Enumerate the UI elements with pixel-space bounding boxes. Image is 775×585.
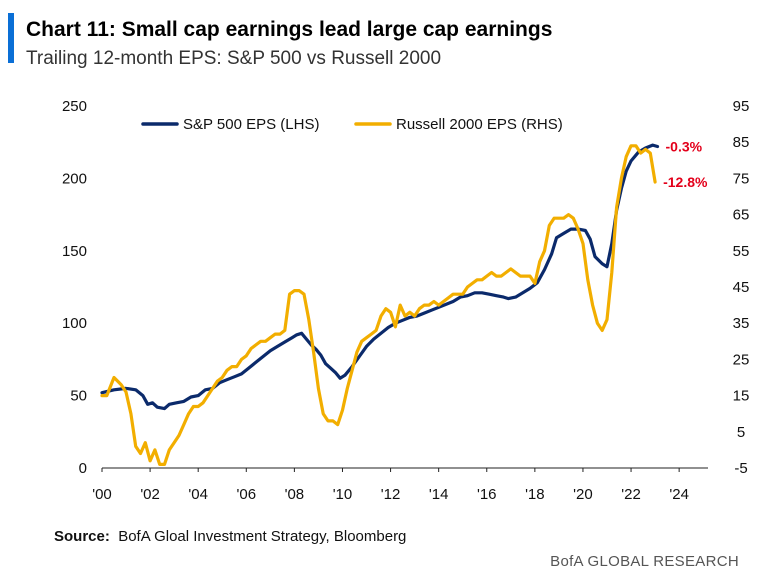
y-right-tick-label: 55 [733,243,750,260]
chart-title: Chart 11: Small cap earnings lead large … [26,18,553,41]
y-right-tick-label: 35 [733,315,750,332]
y-right-tick-label: 45 [733,279,750,296]
y-left-tick-label: 0 [79,460,87,477]
russell2000-eps-line [100,144,657,466]
y-left-tick-label: 200 [62,170,87,187]
source-note: Source: BofA Gloal Investment Strategy, … [54,528,406,545]
x-tick-label: '10 [333,486,353,503]
y-left-tick-label: 150 [62,243,87,260]
chart-subtitle: Trailing 12-month EPS: S&P 500 vs Russel… [26,48,442,69]
sp500-eps-line [100,143,660,411]
y-right-tick-label: -5 [734,460,747,477]
y-right-tick-label: 25 [733,351,750,368]
y-right-tick-label: 5 [737,424,745,441]
legend-label-russell2000: Russell 2000 EPS (RHS) [396,116,563,133]
y-right-tick-label: 65 [733,207,750,224]
y-left-tick-label: 250 [62,98,87,115]
x-tick-label: '00 [92,486,112,503]
x-tick-label: '16 [477,486,497,503]
footer-brand: BofA GLOBAL RESEARCH [550,553,739,570]
x-tick-label: '18 [525,486,545,503]
x-tick-label: '08 [285,486,305,503]
y-right-tick-label: 85 [733,134,750,151]
y-left-tick-label: 100 [62,315,87,332]
x-tick-label: '02 [140,486,160,503]
legend-label-sp500: S&P 500 EPS (LHS) [183,116,319,133]
x-tick-label: '20 [573,486,593,503]
x-tick-label: '12 [381,486,401,503]
x-tick-label: '14 [429,486,449,503]
source-label: Source: [54,528,110,545]
x-tick-label: '22 [621,486,641,503]
x-tick-label: '04 [188,486,208,503]
x-tick-label: '24 [669,486,689,503]
russell2000-change-label: -12.8% [663,174,708,190]
source-text: BofA Gloal Investment Strategy, Bloomber… [118,528,407,545]
sp500-change-label: -0.3% [666,139,703,155]
y-right-tick-label: 75 [733,170,750,187]
y-right-tick-label: 95 [733,98,750,115]
x-tick-label: '06 [237,486,257,503]
y-right-tick-label: 15 [733,388,750,405]
title-accent-bar [8,13,14,63]
y-left-tick-label: 50 [70,388,87,405]
